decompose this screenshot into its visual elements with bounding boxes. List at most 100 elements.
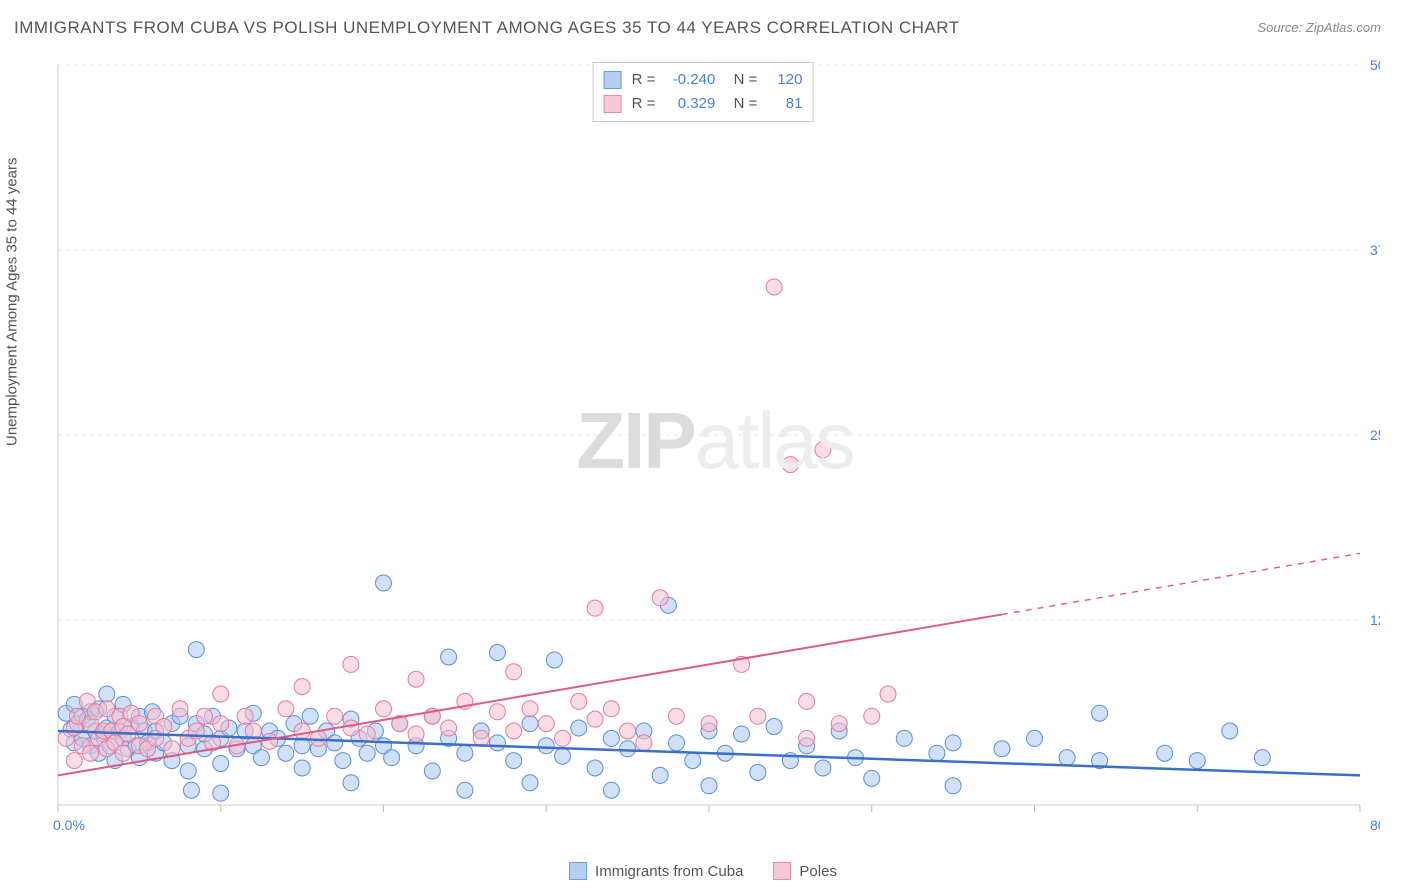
data-point-poles bbox=[359, 726, 375, 742]
data-point-cuba bbox=[864, 770, 880, 786]
data-point-cuba bbox=[945, 778, 961, 794]
data-point-poles bbox=[343, 656, 359, 672]
legend-swatch-cuba bbox=[569, 862, 587, 880]
data-point-poles bbox=[408, 671, 424, 687]
data-point-cuba bbox=[685, 753, 701, 769]
data-point-cuba bbox=[1222, 723, 1238, 739]
swatch-cuba bbox=[604, 71, 622, 89]
source-link[interactable]: ZipAtlas.com bbox=[1306, 20, 1381, 35]
data-point-poles bbox=[408, 726, 424, 742]
data-point-poles bbox=[668, 708, 684, 724]
chart-area: ZIPatlas 12.5%25.0%37.5%50.0%0.0%80.0% bbox=[50, 55, 1380, 845]
data-point-poles bbox=[603, 701, 619, 717]
y-tick-label: 37.5% bbox=[1370, 242, 1380, 258]
data-point-cuba bbox=[302, 708, 318, 724]
data-point-poles bbox=[196, 708, 212, 724]
data-point-cuba bbox=[571, 720, 587, 736]
data-point-cuba bbox=[376, 575, 392, 591]
data-point-cuba bbox=[929, 745, 945, 761]
legend-item-cuba: Immigrants from Cuba bbox=[569, 862, 743, 880]
data-point-cuba bbox=[457, 782, 473, 798]
data-point-cuba bbox=[213, 756, 229, 772]
data-point-poles bbox=[213, 686, 229, 702]
data-point-cuba bbox=[668, 735, 684, 751]
data-point-poles bbox=[376, 701, 392, 717]
data-point-cuba bbox=[620, 741, 636, 757]
source-attribution: Source: ZipAtlas.com bbox=[1257, 20, 1381, 35]
data-point-cuba bbox=[294, 760, 310, 776]
n-value: 81 bbox=[767, 92, 802, 116]
r-value: -0.240 bbox=[665, 68, 715, 92]
data-point-cuba bbox=[424, 763, 440, 779]
data-point-poles bbox=[831, 716, 847, 732]
data-point-poles bbox=[636, 735, 652, 751]
data-point-cuba bbox=[603, 730, 619, 746]
legend-label-poles: Poles bbox=[799, 863, 837, 880]
data-point-poles bbox=[750, 708, 766, 724]
y-tick-label: 25.0% bbox=[1370, 427, 1380, 443]
stats-legend: R =-0.240 N =120R =0.329 N =81 bbox=[593, 62, 814, 122]
data-point-cuba bbox=[896, 730, 912, 746]
data-point-poles bbox=[262, 733, 278, 749]
data-point-cuba bbox=[1157, 745, 1173, 761]
data-point-cuba bbox=[489, 645, 505, 661]
data-point-cuba bbox=[538, 738, 554, 754]
data-point-cuba bbox=[603, 782, 619, 798]
data-point-poles bbox=[799, 730, 815, 746]
data-point-cuba bbox=[457, 745, 473, 761]
data-point-cuba bbox=[994, 741, 1010, 757]
data-point-cuba bbox=[1189, 753, 1205, 769]
data-point-poles bbox=[294, 679, 310, 695]
data-point-poles bbox=[213, 716, 229, 732]
data-point-cuba bbox=[1027, 730, 1043, 746]
stats-row-cuba: R =-0.240 N =120 bbox=[604, 68, 803, 92]
data-point-poles bbox=[131, 716, 147, 732]
data-point-poles bbox=[66, 753, 82, 769]
data-point-poles bbox=[83, 745, 99, 761]
data-point-cuba bbox=[359, 745, 375, 761]
data-point-poles bbox=[799, 693, 815, 709]
data-point-poles bbox=[327, 708, 343, 724]
data-point-poles bbox=[652, 590, 668, 606]
data-point-poles bbox=[587, 600, 603, 616]
data-point-cuba bbox=[701, 778, 717, 794]
chart-title: IMMIGRANTS FROM CUBA VS POLISH UNEMPLOYM… bbox=[14, 18, 960, 38]
n-label: N = bbox=[725, 68, 757, 92]
legend-label-cuba: Immigrants from Cuba bbox=[595, 863, 743, 880]
n-label: N = bbox=[725, 92, 757, 116]
swatch-poles bbox=[604, 95, 622, 113]
data-point-cuba bbox=[188, 642, 204, 658]
data-point-poles bbox=[522, 701, 538, 717]
data-point-poles bbox=[880, 686, 896, 702]
data-point-poles bbox=[815, 442, 831, 458]
data-point-cuba bbox=[945, 735, 961, 751]
data-point-poles bbox=[701, 716, 717, 732]
data-point-cuba bbox=[1092, 705, 1108, 721]
data-point-cuba bbox=[815, 760, 831, 776]
data-point-poles bbox=[278, 701, 294, 717]
legend-swatch-poles bbox=[773, 862, 791, 880]
data-point-poles bbox=[343, 720, 359, 736]
data-point-cuba bbox=[335, 753, 351, 769]
data-point-poles bbox=[571, 693, 587, 709]
y-tick-label: 12.5% bbox=[1370, 612, 1380, 628]
legend-item-poles: Poles bbox=[773, 862, 837, 880]
data-point-poles bbox=[620, 723, 636, 739]
data-point-poles bbox=[782, 457, 798, 473]
data-point-cuba bbox=[180, 763, 196, 779]
data-point-cuba bbox=[522, 716, 538, 732]
data-point-poles bbox=[538, 716, 554, 732]
source-prefix: Source: bbox=[1257, 20, 1305, 35]
data-point-poles bbox=[506, 664, 522, 680]
data-point-cuba bbox=[587, 760, 603, 776]
r-label: R = bbox=[632, 92, 656, 116]
data-point-cuba bbox=[384, 750, 400, 766]
data-point-cuba bbox=[213, 785, 229, 801]
x-tick-label: 80.0% bbox=[1370, 817, 1380, 833]
data-point-poles bbox=[489, 704, 505, 720]
data-point-poles bbox=[441, 720, 457, 736]
data-point-poles bbox=[115, 745, 131, 761]
data-point-cuba bbox=[546, 652, 562, 668]
data-point-poles bbox=[172, 701, 188, 717]
data-point-poles bbox=[766, 279, 782, 295]
